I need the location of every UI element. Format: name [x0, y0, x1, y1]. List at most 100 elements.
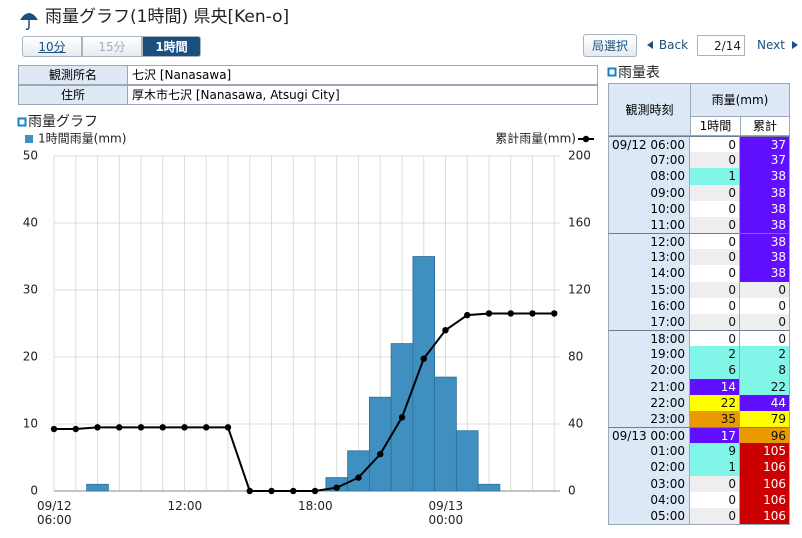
line-point [311, 487, 319, 495]
table-header: 雨量(mm) [690, 83, 790, 117]
line-point [246, 487, 253, 495]
x-tick-label: 18:00 [298, 499, 333, 513]
total-cell: 38 [740, 216, 790, 234]
bar [455, 430, 479, 492]
hourly-cell: 14 [690, 378, 740, 395]
table-header: 累計 [740, 116, 790, 136]
time-cell: 16:00 [608, 297, 690, 314]
line-point [507, 310, 514, 317]
section-icon [607, 67, 617, 77]
line-point [420, 355, 427, 362]
time-cell: 21:00 [608, 378, 690, 395]
legend-point [582, 135, 590, 143]
tab-1hour[interactable]: 1時間 [142, 36, 201, 57]
hourly-cell: 35 [690, 410, 740, 428]
plot-area [54, 156, 560, 491]
time-cell: 11:00 [608, 216, 690, 234]
next-button[interactable]: Next [757, 38, 785, 52]
hourly-cell: 0 [690, 265, 740, 282]
y2-tick-label: 40 [568, 417, 583, 431]
time-cell: 14:00 [608, 265, 690, 282]
hourly-cell: 17 [690, 427, 740, 444]
tab-10min[interactable]: 10分 [22, 36, 82, 57]
total-cell: 0 [740, 281, 790, 298]
total-cell: 38 [740, 265, 790, 282]
table-bottom [608, 524, 790, 525]
info-value: 厚木市七沢 [Nanasawa, Atsugi City] [127, 84, 598, 105]
x-tick-label: 12:00 [167, 499, 203, 513]
line-point [290, 487, 297, 495]
total-cell: 44 [740, 394, 790, 411]
total-cell: 37 [740, 136, 790, 153]
y-tick-label: 10 [23, 417, 38, 431]
line-point [551, 310, 558, 317]
y-tick-label: 30 [23, 283, 38, 297]
x-tick-label: 09/12 06:00 [37, 499, 72, 527]
total-cell: 38 [740, 233, 790, 250]
line-point [224, 424, 232, 431]
y-tick-label: 0 [30, 484, 38, 498]
y-tick-label: 40 [23, 216, 38, 230]
back-arrow [647, 41, 653, 49]
time-cell: 03:00 [608, 475, 690, 492]
hourly-cell: 6 [690, 362, 740, 379]
time-cell: 09/12 06:00 [608, 136, 690, 153]
bar [368, 396, 392, 492]
chart-title: 雨量グラフ [28, 114, 98, 130]
line-point [333, 484, 340, 491]
table-title: 雨量表 [618, 65, 660, 81]
y-tick-label: 20 [23, 350, 38, 364]
page-title: 雨量グラフ(1時間) 県央[Ken-o] [45, 7, 290, 27]
hourly-cell: 0 [690, 136, 740, 153]
line-point [464, 311, 471, 319]
table-header: 1時間 [690, 116, 741, 136]
total-cell: 79 [740, 410, 790, 428]
time-cell: 17:00 [608, 313, 690, 331]
bar [86, 483, 109, 492]
hourly-cell: 0 [690, 216, 740, 234]
hourly-cell: 2 [690, 346, 740, 363]
hourly-cell: 0 [690, 184, 740, 201]
line [54, 312, 555, 492]
time-cell: 09:00 [608, 184, 690, 201]
total-cell: 38 [740, 200, 790, 217]
info-label: 住所 [18, 84, 128, 105]
total-cell: 106 [740, 491, 790, 508]
time-cell: 01:00 [608, 443, 690, 460]
time-cell: 07:00 [608, 152, 690, 169]
page-indicator: 2/14 [697, 35, 745, 56]
line-point [72, 425, 79, 433]
tab-15min: 15分 [82, 36, 142, 57]
line-point [529, 310, 536, 317]
total-cell: 105 [740, 443, 790, 460]
total-cell: 38 [740, 249, 790, 266]
next-arrow [792, 41, 798, 49]
total-cell: 38 [740, 168, 790, 185]
hourly-cell: 22 [690, 394, 740, 411]
time-cell: 15:00 [608, 281, 690, 298]
table-header: 観測時刻 [608, 83, 691, 136]
total-cell: 106 [740, 459, 790, 476]
hourly-cell: 0 [690, 313, 740, 331]
time-cell: 10:00 [608, 200, 690, 217]
total-cell: 96 [740, 427, 790, 444]
info-value: 七沢 [Nanasawa] [127, 65, 598, 85]
time-cell: 02:00 [608, 459, 690, 476]
total-cell: 38 [740, 184, 790, 201]
y2-tick-label: 0 [568, 484, 576, 498]
time-cell: 12:00 [608, 233, 690, 250]
legend-label: 累計雨量(mm) [495, 131, 576, 146]
y2-tick-label: 200 [568, 149, 591, 163]
line-point [398, 414, 406, 421]
back-button[interactable]: Back [658, 38, 689, 52]
bar [434, 376, 457, 492]
line-point [377, 450, 384, 458]
line-point [355, 474, 362, 481]
line-point [94, 424, 101, 431]
hourly-cell: 0 [690, 152, 740, 169]
hourly-cell: 0 [690, 200, 740, 217]
hourly-cell: 1 [690, 459, 740, 476]
station-select-button[interactable]: 局選択 [583, 34, 637, 57]
umbrella-handle [25, 18, 30, 30]
